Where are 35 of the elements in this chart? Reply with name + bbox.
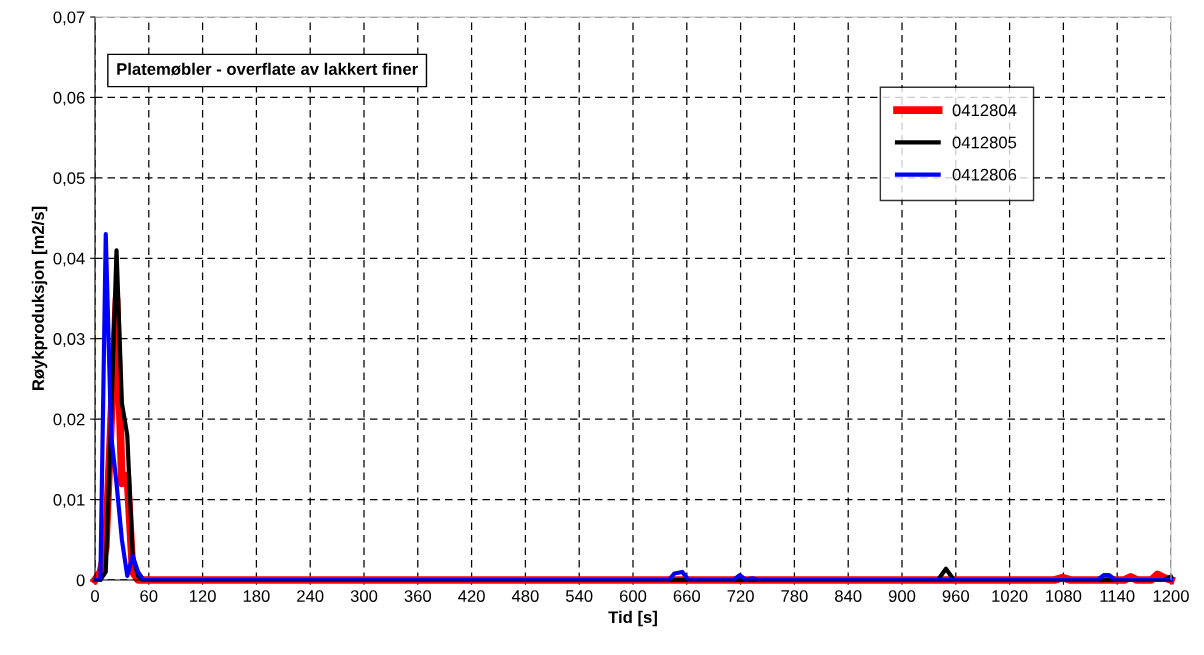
x-tick-label: 1080 bbox=[1046, 590, 1082, 602]
x-axis-title: Tid [s] bbox=[608, 610, 657, 627]
y-tick-label: 0,01 bbox=[53, 493, 85, 508]
legend-label: 0412804 bbox=[952, 104, 1017, 117]
x-tick-label: 960 bbox=[942, 590, 970, 602]
y-tick-label: 0,05 bbox=[53, 172, 85, 187]
x-tick-label: 240 bbox=[297, 590, 324, 602]
x-tick-label: 180 bbox=[243, 590, 270, 602]
x-tick-label: 900 bbox=[888, 590, 916, 602]
x-tick-label: 0 bbox=[91, 590, 99, 602]
text: Platemøbler - overflate av lakkert finer bbox=[117, 62, 418, 76]
x-tick-label: 360 bbox=[404, 590, 432, 602]
y-tick-label: 0,07 bbox=[53, 11, 85, 26]
y-tick-label: 0,03 bbox=[53, 333, 85, 347]
x-tick-label: 540 bbox=[565, 590, 593, 602]
x-tick-label: 60 bbox=[140, 590, 158, 602]
y-tick-label: 0 bbox=[76, 574, 85, 587]
x-tick-label: 420 bbox=[458, 590, 485, 602]
y-tick-label: 0,06 bbox=[53, 91, 85, 106]
x-tick-label: 600 bbox=[619, 590, 647, 602]
x-tick-label: 720 bbox=[727, 590, 754, 602]
x-tick-label: 120 bbox=[189, 590, 216, 602]
x-tick-label: 300 bbox=[350, 590, 378, 602]
x-tick-label: 840 bbox=[835, 590, 862, 602]
legend-label: 0412806 bbox=[952, 168, 1017, 181]
x-tick-label: 480 bbox=[511, 590, 539, 602]
legend-label: 0412805 bbox=[952, 136, 1017, 149]
y-tick-label: 0,04 bbox=[53, 252, 85, 267]
y-tick-label: 0,02 bbox=[53, 413, 85, 428]
x-tick-label: 780 bbox=[781, 590, 808, 602]
x-tick-label: 1140 bbox=[1100, 590, 1135, 602]
y-axis-title: Røykproduksjon [m2/s] bbox=[31, 206, 48, 390]
x-tick-label: 660 bbox=[673, 590, 701, 602]
x-tick-label: 1020 bbox=[992, 590, 1028, 602]
x-tick-label: 1200 bbox=[1153, 590, 1189, 602]
